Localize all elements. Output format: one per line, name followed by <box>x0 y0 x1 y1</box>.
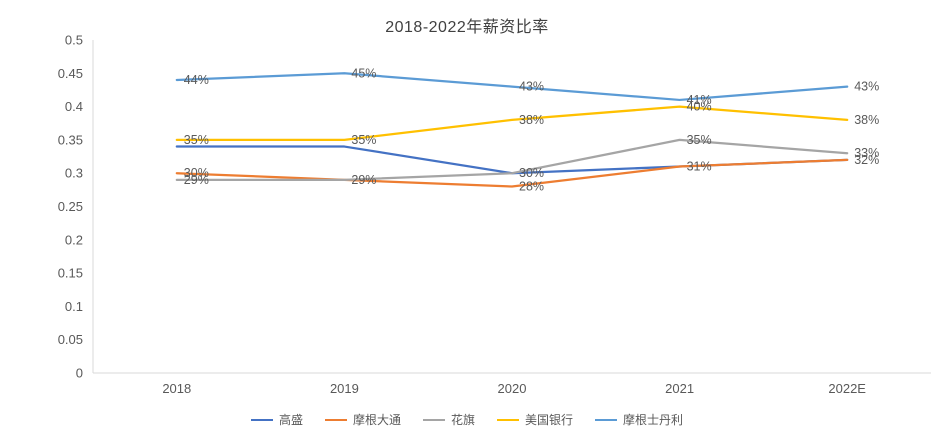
y-tick-label: 0.25 <box>58 199 83 214</box>
chart-title: 2018-2022年薪资比率 <box>385 19 549 36</box>
legend-item-0: 高盛 <box>250 411 303 428</box>
y-tick-label: 0.5 <box>65 33 83 48</box>
legend-swatch <box>250 418 273 421</box>
data-label: 43% <box>519 80 544 94</box>
legend-item-3: 美国银行 <box>497 411 573 428</box>
x-tick-label: 2022E <box>828 381 866 396</box>
data-label: 43% <box>854 80 879 94</box>
legend-swatch <box>595 418 618 421</box>
y-tick-label: 0.3 <box>65 166 83 181</box>
y-tick-label: 0.05 <box>58 332 83 347</box>
legend-label: 摩根士丹利 <box>623 413 684 427</box>
data-label: 38% <box>854 113 879 127</box>
data-label: 38% <box>519 113 544 127</box>
legend-label: 花旗 <box>450 413 475 427</box>
y-tick-label: 0.2 <box>65 232 83 247</box>
legend-swatch <box>422 418 445 421</box>
series-line-2 <box>175 138 849 181</box>
data-label: 40% <box>687 100 712 114</box>
data-label: 45% <box>351 66 376 80</box>
legend-label: 美国银行 <box>525 413 574 427</box>
legend-label: 高盛 <box>278 413 303 427</box>
data-label: 41% <box>687 93 712 107</box>
data-label: 33% <box>854 146 879 160</box>
y-tick-label: 0.35 <box>58 132 83 147</box>
y-tick-label: 0.4 <box>65 99 83 114</box>
data-label: 30% <box>519 166 544 180</box>
x-tick-label: 2019 <box>330 381 359 396</box>
legend-swatch <box>324 418 347 421</box>
legend-swatch <box>497 418 519 421</box>
plot-area: 0 0.05 0.1 0.15 0.2 0.25 0.3 0.35 0.4 0.45 0.5 2018… <box>58 33 931 396</box>
data-label: 35% <box>351 133 376 147</box>
series-line-0 <box>175 145 849 175</box>
data-label: 30% <box>184 166 209 180</box>
data-label: 35% <box>184 133 209 147</box>
legend-item-2: 花旗 <box>422 411 475 428</box>
y-tick-label: 0 <box>76 366 83 381</box>
data-label: 32% <box>854 153 879 167</box>
x-tick-label: 2021 <box>665 381 694 396</box>
legend-label: 摩根大通 <box>352 413 401 427</box>
data-label: 31% <box>687 160 712 174</box>
data-label: 44% <box>184 73 209 87</box>
legend: 高盛 摩根大通 花旗 美国银行 摩根士丹利 <box>0 411 934 428</box>
data-label: 29% <box>351 173 376 187</box>
series-line-4 <box>175 72 849 102</box>
series-line-3 <box>175 105 849 142</box>
y-tick-label: 0.45 <box>58 66 83 81</box>
y-tick-label: 0.15 <box>58 266 83 281</box>
legend-item-4: 摩根士丹利 <box>595 411 683 428</box>
x-tick-label: 2020 <box>498 381 527 396</box>
data-label: 35% <box>687 133 712 147</box>
series-line-1 <box>175 158 849 188</box>
data-label: 28% <box>519 180 544 194</box>
data-label: 29% <box>184 173 209 187</box>
x-tick-label: 2018 <box>162 381 191 396</box>
y-tick-label: 0.1 <box>65 299 83 314</box>
legend-item-1: 摩根大通 <box>324 411 401 428</box>
